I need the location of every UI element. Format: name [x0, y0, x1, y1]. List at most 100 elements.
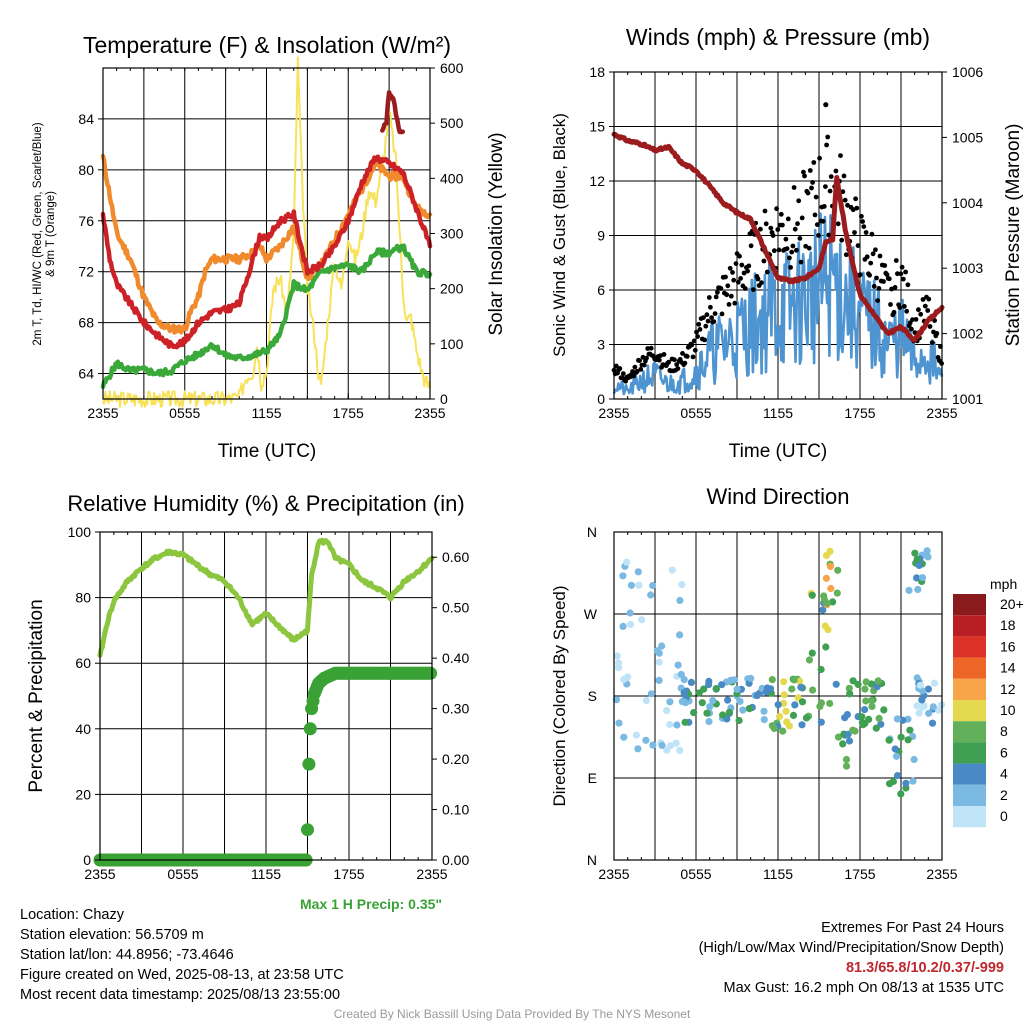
gust-point [701, 315, 706, 320]
precip-point [303, 722, 317, 736]
extremes-subtitle: (High/Low/Max Wind/Precipitation/Snow De… [698, 940, 1004, 956]
gust-point [897, 305, 903, 310]
gust-point [814, 222, 820, 228]
heat-index-line [380, 89, 406, 135]
direction-point [719, 711, 727, 719]
y-tick-label: 80 [78, 162, 94, 178]
gust-point [821, 204, 827, 209]
gust-point [790, 243, 796, 249]
gust-point [764, 269, 770, 275]
y-tick-label: 72 [78, 264, 94, 280]
plot-border [99, 531, 433, 861]
legend-title: mph [990, 576, 1017, 592]
direction-point [798, 698, 807, 706]
x-tick-label: 2355 [87, 405, 118, 421]
gust-point [797, 236, 803, 241]
direction-point [760, 716, 768, 724]
gust-point [613, 363, 619, 369]
gust-point [807, 168, 813, 173]
gust-point [925, 308, 931, 313]
gust-point [918, 311, 924, 317]
y-tick-label: N [587, 524, 597, 540]
gust-point [741, 270, 747, 276]
gust-point [730, 270, 735, 275]
direction-point [880, 706, 888, 714]
y2-tick-label: 1002 [952, 326, 983, 342]
gust-point [874, 275, 879, 281]
y2-axis-label: Station Pressure (Maroon) [1003, 124, 1024, 347]
direction-point [822, 574, 831, 582]
direction-point [619, 622, 627, 631]
y2-tick-label: 0 [440, 391, 448, 407]
direction-point [705, 717, 713, 726]
gust-point [825, 134, 831, 140]
gust-point [826, 232, 832, 238]
x-tick-label: 2355 [84, 866, 115, 882]
gust-point [738, 276, 743, 281]
gust-point [724, 292, 730, 298]
direction-point [780, 691, 788, 699]
gust-point [892, 285, 898, 290]
gust-point [631, 373, 637, 379]
x-axis-label: Time (UTC) [218, 441, 317, 462]
direction-point [612, 696, 621, 704]
gust-point [725, 283, 731, 289]
gust-point [900, 276, 906, 282]
gust-point [934, 331, 940, 336]
x-tick-label: 2355 [926, 405, 957, 421]
gust-point [748, 243, 754, 249]
y2-tick-label: 0.10 [442, 802, 469, 818]
y2-tick-label: 600 [440, 60, 464, 76]
direction-point [899, 716, 907, 724]
direction-point [868, 702, 876, 711]
plot-border [613, 531, 943, 861]
gust-point [718, 286, 724, 291]
gust-point [742, 286, 748, 291]
direction-point [919, 703, 927, 711]
direction-point [915, 709, 923, 717]
direction-point [655, 649, 663, 657]
direction-point [834, 566, 842, 574]
direction-point [626, 609, 634, 617]
gust-point [842, 197, 848, 203]
gust-point [816, 233, 821, 238]
gust-point [632, 364, 638, 370]
direction-point [925, 709, 933, 717]
y2-tick-label: 0.60 [442, 549, 469, 565]
direction-point [634, 745, 642, 753]
y2-tick-label: 0.40 [442, 650, 469, 666]
gust-point [644, 355, 649, 361]
gust-point [891, 309, 897, 315]
y-axis-label: Direction (Colored By Speed) [550, 585, 569, 806]
gust-point [867, 272, 872, 278]
direction-point [681, 718, 689, 726]
gust-point [884, 272, 890, 277]
gust-point [778, 211, 784, 217]
direction-point [709, 697, 717, 705]
legend-swatch [953, 594, 986, 616]
gust-point [913, 317, 919, 322]
legend-label: 2 [1000, 787, 1008, 803]
legend-swatch [953, 636, 986, 658]
direction-point [770, 724, 778, 733]
gust-point [860, 219, 865, 224]
extremes-title: Extremes For Past 24 Hours [821, 920, 1004, 936]
direction-point [767, 685, 775, 693]
direction-point [911, 549, 919, 557]
direction-point [627, 581, 636, 589]
gust-point [648, 345, 654, 351]
direction-point [924, 553, 932, 561]
direction-point [649, 741, 657, 749]
gust-point [771, 248, 777, 254]
legend-swatch [953, 615, 986, 637]
direction-point [935, 706, 943, 714]
gust-point [732, 300, 738, 306]
humidity-panel: 2355 0555 1155 1755 23550204060801000.000.10… [26, 491, 469, 882]
direction-point [666, 698, 674, 706]
direction-point [725, 708, 734, 716]
direction-point [663, 707, 671, 715]
direction-point [846, 690, 854, 698]
direction-point [797, 683, 805, 691]
direction-point [832, 680, 840, 688]
